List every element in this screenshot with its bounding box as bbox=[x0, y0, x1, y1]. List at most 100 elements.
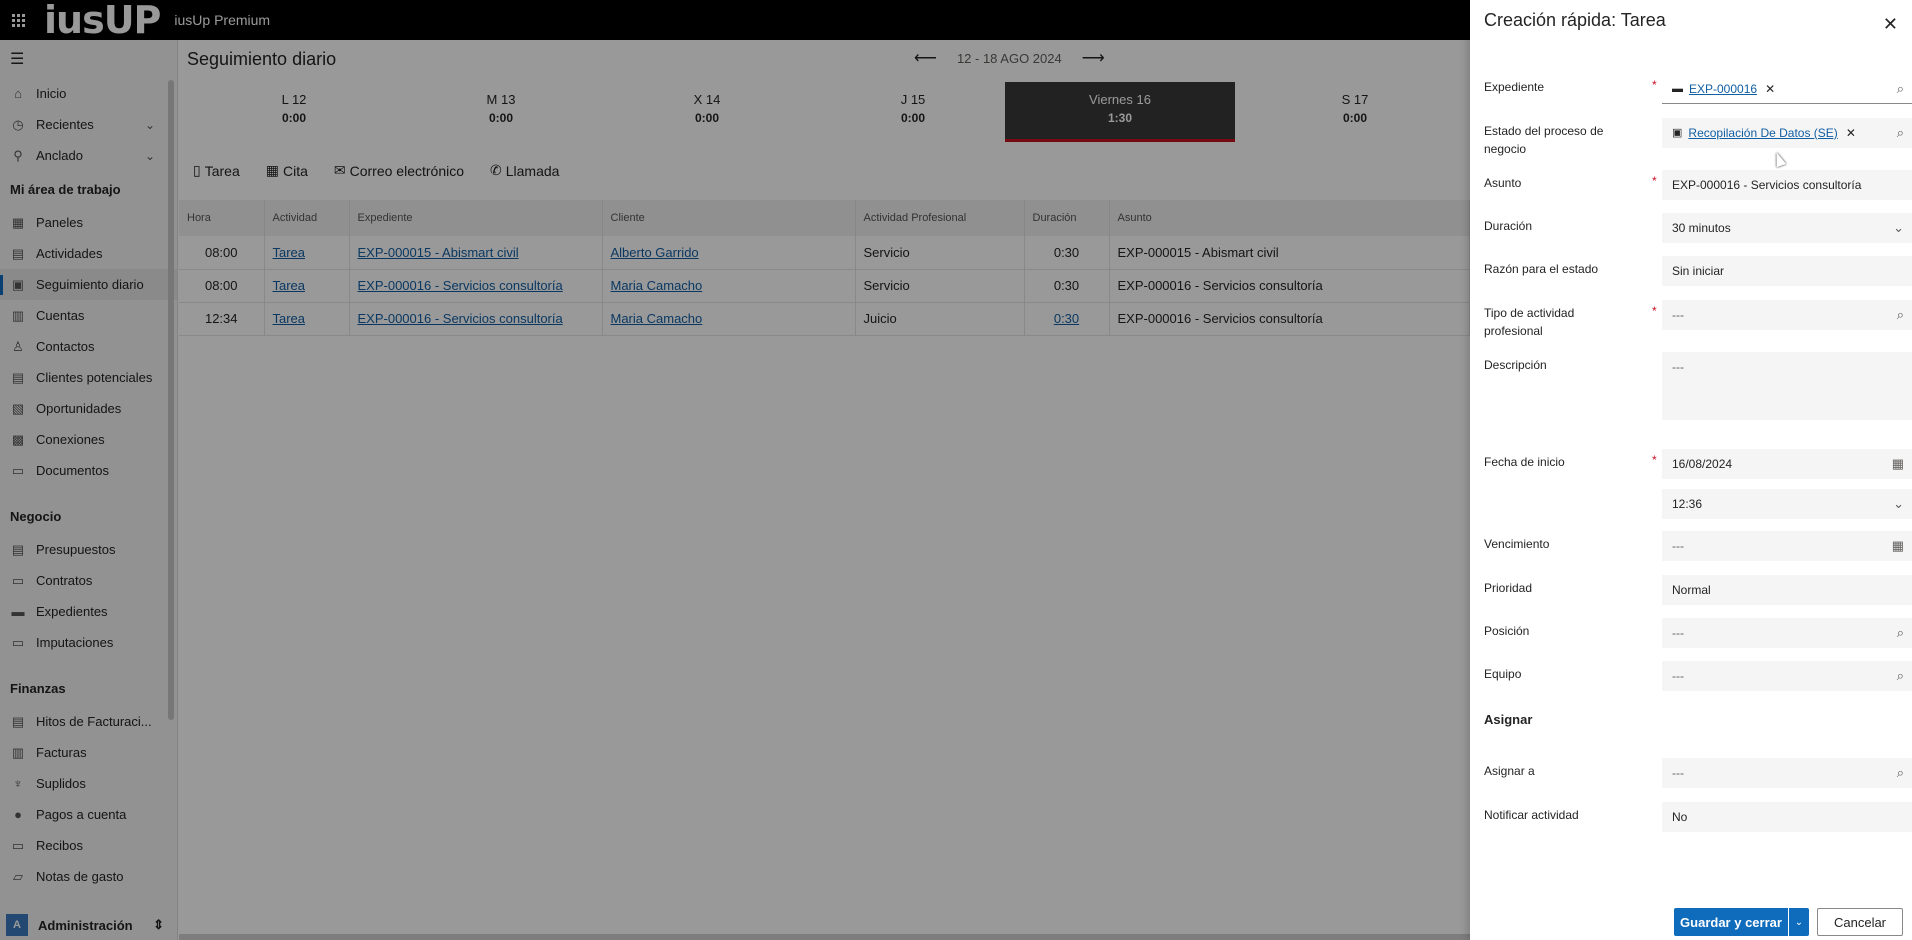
calendar-icon[interactable]: ▦ bbox=[1891, 455, 1904, 471]
sidebar-scrollbar[interactable] bbox=[168, 80, 174, 720]
estado-lookup[interactable]: ▣ Recopilación De Datos (SE) ✕ ⌕ bbox=[1662, 118, 1912, 148]
area-switcher[interactable]: A Administración ⇕ bbox=[0, 910, 178, 940]
remove-icon[interactable]: ✕ bbox=[1845, 125, 1856, 140]
search-icon[interactable]: ⌕ bbox=[1896, 764, 1904, 780]
expediente-chip[interactable]: EXP-000016 bbox=[1689, 81, 1758, 96]
sidebar-item-anclado[interactable]: ⚲ Anclado ⌄ bbox=[0, 140, 177, 171]
duration-link[interactable]: 0:30 bbox=[1053, 311, 1080, 326]
case-link[interactable]: EXP-000016 - Servicios consultoría bbox=[357, 311, 563, 326]
asunto-input[interactable]: EXP-000016 - Servicios consultoría bbox=[1662, 170, 1912, 200]
sidebar-item-documentos[interactable]: ▭ Documentos bbox=[0, 455, 177, 486]
sidebar-item-label: Inicio bbox=[36, 86, 67, 101]
hamburger-icon[interactable]: ☰ bbox=[10, 51, 25, 68]
cancel-button[interactable]: Cancelar bbox=[1817, 908, 1903, 936]
search-icon[interactable]: ⌕ bbox=[1896, 80, 1904, 96]
sidebar-item-oportunidades[interactable]: ▧ Oportunidades bbox=[0, 393, 177, 424]
sidebar-item-label: Presupuestos bbox=[36, 542, 116, 557]
save-and-close-button[interactable]: Guardar y cerrar bbox=[1674, 908, 1788, 936]
arrow-right-icon[interactable]: ⟶ bbox=[1081, 50, 1105, 67]
expediente-lookup[interactable]: ▬ EXP-000016 ✕ ⌕ bbox=[1662, 74, 1912, 104]
day-tab[interactable]: X 14 0:00 bbox=[592, 82, 822, 142]
new-appointment-button[interactable]: ▦ Cita bbox=[266, 162, 308, 179]
sidebar-item-hitos[interactable]: ▤ Hitos de Facturaci... bbox=[0, 706, 177, 737]
close-icon[interactable]: ✕ bbox=[1882, 14, 1898, 34]
remove-icon[interactable]: ✕ bbox=[1765, 81, 1776, 96]
app-name[interactable]: iusUp Premium bbox=[174, 12, 271, 28]
table-row[interactable]: 08:00 Tarea EXP-000016 - Servicios consu… bbox=[179, 269, 1470, 303]
sidebar-item-cuentas[interactable]: ▥ Cuentas bbox=[0, 300, 177, 331]
activity-link[interactable]: Tarea bbox=[272, 311, 306, 326]
column-header[interactable]: Expediente bbox=[349, 200, 603, 236]
table-row[interactable]: 12:34 Tarea EXP-000016 - Servicios consu… bbox=[179, 302, 1470, 336]
equipo-lookup[interactable]: --- ⌕ bbox=[1662, 661, 1912, 691]
asignar-lookup[interactable]: --- ⌕ bbox=[1662, 758, 1912, 788]
day-tab[interactable]: S 17 0:00 bbox=[1240, 82, 1470, 142]
prioridad-select[interactable]: Normal bbox=[1662, 575, 1912, 605]
sidebar-item-notas[interactable]: ▱ Notas de gasto bbox=[0, 861, 177, 892]
sidebar-item-actividades[interactable]: ▤ Actividades bbox=[0, 238, 177, 269]
column-header[interactable]: Actividad bbox=[264, 200, 350, 236]
table-row[interactable]: 08:00 Tarea EXP-000015 - Abismart civil … bbox=[179, 236, 1470, 270]
column-header[interactable]: Actividad Profesional bbox=[855, 200, 1025, 236]
new-email-button[interactable]: ✉ Correo electrónico bbox=[334, 162, 464, 179]
day-tab-selected[interactable]: Viernes 16 1:30 bbox=[1005, 82, 1235, 142]
sidebar-item-recientes[interactable]: ◷ Recientes ⌄ bbox=[0, 109, 177, 140]
posicion-lookup[interactable]: --- ⌕ bbox=[1662, 618, 1912, 648]
chevron-down-icon[interactable]: ⌄ bbox=[1893, 219, 1904, 235]
sidebar-item-expedientes[interactable]: ▬ Expedientes bbox=[0, 596, 177, 627]
sidebar-item-label: Contactos bbox=[36, 339, 95, 354]
new-call-button[interactable]: ✆ Llamada bbox=[490, 162, 559, 179]
sidebar-item-pagos[interactable]: ● Pagos a cuenta bbox=[0, 799, 177, 830]
estado-chip[interactable]: Recopilación De Datos (SE) bbox=[1688, 125, 1838, 140]
search-icon[interactable]: ⌕ bbox=[1896, 306, 1904, 322]
column-header[interactable]: Duración bbox=[1024, 200, 1110, 236]
save-options-chevron-icon[interactable]: ⌄ bbox=[1789, 908, 1809, 936]
sidebar-item-seguimiento[interactable]: ▣ Seguimiento diario bbox=[0, 269, 177, 300]
sidebar-item-inicio[interactable]: ⌂ Inicio bbox=[0, 78, 177, 109]
sidebar-item-facturas[interactable]: ▥ Facturas bbox=[0, 737, 177, 768]
day-tab[interactable]: J 15 0:00 bbox=[798, 82, 1028, 142]
day-tab[interactable]: M 13 0:00 bbox=[386, 82, 616, 142]
new-task-button[interactable]: ▯ Tarea bbox=[193, 162, 240, 179]
notificar-toggle[interactable]: No bbox=[1662, 802, 1912, 832]
fecha-input[interactable]: 16/08/2024 ▦ bbox=[1662, 449, 1912, 479]
sidebar-item-contratos[interactable]: ▭ Contratos bbox=[0, 565, 177, 596]
chevron-down-icon[interactable]: ⌄ bbox=[1893, 495, 1904, 511]
search-icon[interactable]: ⌕ bbox=[1896, 667, 1904, 683]
activity-link[interactable]: Tarea bbox=[272, 244, 306, 260]
modal-overlay[interactable] bbox=[0, 0, 1470, 940]
horizontal-scrollbar[interactable] bbox=[179, 934, 1470, 940]
case-link[interactable]: EXP-000015 - Abismart civil bbox=[357, 244, 519, 260]
descripcion-textarea[interactable]: --- bbox=[1662, 352, 1912, 420]
vencimiento-input[interactable]: --- ▦ bbox=[1662, 531, 1912, 561]
search-icon[interactable]: ⌕ bbox=[1896, 624, 1904, 640]
sidebar-item-paneles[interactable]: ▦ Paneles bbox=[0, 207, 177, 238]
sidebar-item-suplidos[interactable]: ♆ Suplidos bbox=[0, 768, 177, 799]
sidebar-item-clientes[interactable]: ▤ Clientes potenciales bbox=[0, 362, 177, 393]
app-launcher-icon[interactable] bbox=[0, 0, 36, 40]
sidebar-item-imputaciones[interactable]: ▭ Imputaciones bbox=[0, 627, 177, 658]
duracion-select[interactable]: 30 minutos ⌄ bbox=[1662, 213, 1912, 243]
case-link[interactable]: EXP-000016 - Servicios consultoría bbox=[357, 278, 563, 293]
column-header[interactable]: Asunto bbox=[1109, 200, 1470, 236]
client-link[interactable]: Maria Camacho bbox=[610, 278, 703, 293]
client-link[interactable]: Alberto Garrido bbox=[610, 244, 699, 260]
sidebar-item-contactos[interactable]: ♙ Contactos bbox=[0, 331, 177, 362]
tipo-lookup[interactable]: --- ⌕ bbox=[1662, 300, 1912, 330]
day-tab[interactable]: L 12 0:00 bbox=[179, 82, 409, 142]
hora-select[interactable]: 12:36 ⌄ bbox=[1662, 489, 1912, 519]
chevron-updown-icon[interactable]: ⇕ bbox=[153, 917, 164, 932]
calendar-icon[interactable]: ▦ bbox=[1891, 537, 1904, 553]
sidebar-item-recibos[interactable]: ▭ Recibos bbox=[0, 830, 177, 861]
activity-link[interactable]: Tarea bbox=[272, 278, 306, 293]
arrow-left-icon[interactable]: ⟵ bbox=[914, 50, 937, 67]
sidebar-item-presupuestos[interactable]: ▤ Presupuestos bbox=[0, 534, 177, 565]
column-header[interactable]: Hora bbox=[179, 200, 265, 236]
client-link[interactable]: Maria Camacho bbox=[610, 311, 703, 326]
chevron-down-icon[interactable]: ⌄ bbox=[144, 117, 155, 132]
razon-select[interactable]: Sin iniciar bbox=[1662, 256, 1912, 286]
chevron-down-icon[interactable]: ⌄ bbox=[144, 148, 155, 163]
column-header[interactable]: Cliente bbox=[602, 200, 856, 236]
sidebar-item-conexiones[interactable]: ▩ Conexiones bbox=[0, 424, 177, 455]
search-icon[interactable]: ⌕ bbox=[1896, 124, 1904, 140]
